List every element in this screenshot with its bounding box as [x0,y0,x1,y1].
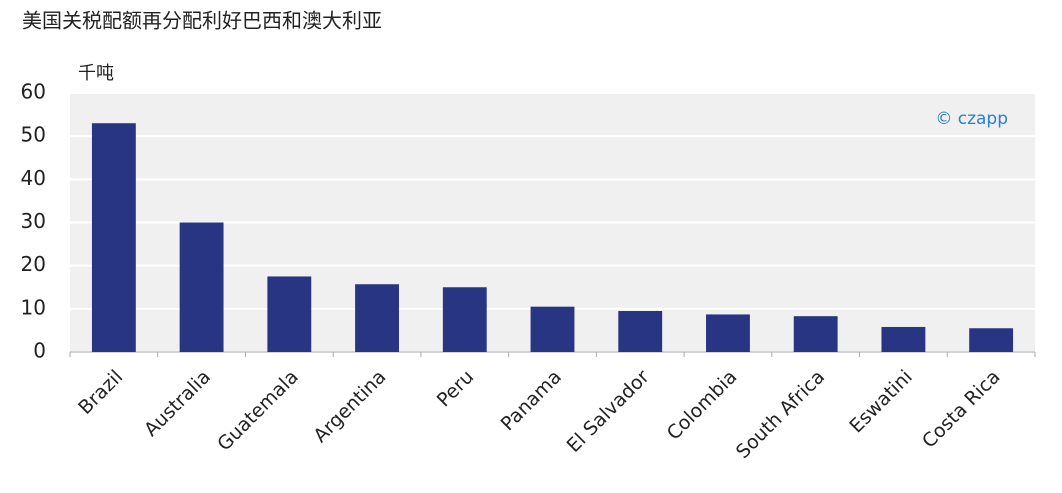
x-tick-label: Panama [497,366,566,435]
y-tick-label: 60 [21,80,46,104]
x-tick-label: Eswatini [845,366,917,438]
x-tick-label: Peru [433,366,478,411]
y-tick-label: 40 [21,166,46,190]
y-tick-label: 0 [33,339,46,363]
y-tick-label: 30 [21,209,46,233]
watermark: © czapp [935,109,1008,129]
y-axis-label: 千吨 [78,63,114,84]
bar [91,123,136,352]
bar [969,328,1014,352]
bar [881,326,926,352]
x-tick-label: Guatemala [213,366,303,456]
bar [618,310,663,352]
chart-title: 美国关税配额再分配利好巴西和澳大利亚 [22,9,382,33]
y-tick-label: 50 [21,123,46,147]
x-tick-label: Costa Rica [918,366,1005,453]
bar [706,314,750,352]
x-tick-label: South Africa [732,366,829,463]
y-tick-label: 20 [21,252,46,276]
x-tick-label: Colombia [663,366,742,445]
bar [793,316,838,352]
bar [267,276,312,352]
bar [530,306,575,352]
x-tick-label: Australia [140,366,215,441]
x-tick-label: Brazil [74,366,127,419]
bar [442,287,487,352]
bar [179,222,224,352]
x-tick-label: El Salvador [563,366,654,457]
bar [355,284,399,352]
x-tick-label: Argentina [309,366,390,447]
y-tick-label: 10 [21,295,46,319]
